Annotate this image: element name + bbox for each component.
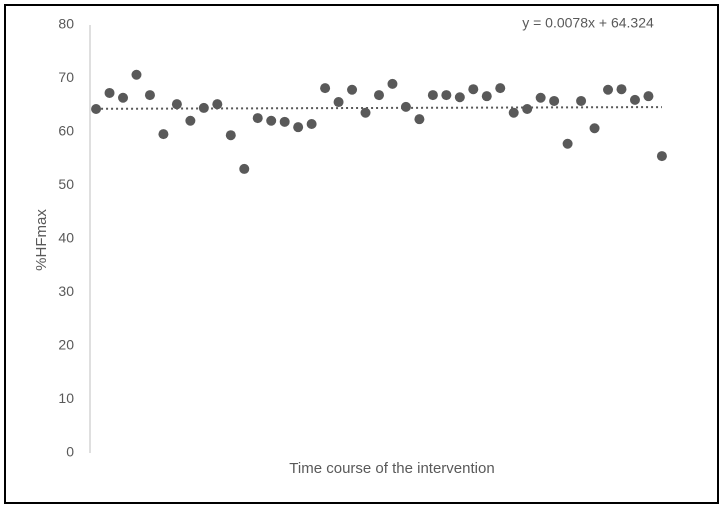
data-point <box>427 90 438 101</box>
x-axis-label: Time course of the intervention <box>289 460 494 477</box>
data-point <box>252 113 263 124</box>
data-point <box>91 103 102 114</box>
data-point <box>306 118 317 129</box>
data-point <box>266 115 277 126</box>
trendline <box>96 106 662 110</box>
data-point <box>212 99 223 110</box>
data-point <box>414 114 425 125</box>
data-point <box>495 83 506 94</box>
data-point <box>656 151 667 162</box>
data-point <box>441 90 452 101</box>
data-point <box>279 116 290 127</box>
y-tick-label: 20 <box>58 337 74 353</box>
data-point <box>454 92 465 103</box>
data-point <box>198 102 209 113</box>
data-point <box>562 138 573 149</box>
data-point <box>508 107 519 118</box>
data-point <box>400 101 411 112</box>
data-point <box>373 90 384 101</box>
trendline-equation: y = 0.0078x + 64.324 <box>522 15 654 31</box>
chart-frame <box>4 4 719 504</box>
data-point <box>131 69 142 80</box>
data-point <box>239 163 250 174</box>
y-tick-label: 40 <box>58 230 74 246</box>
y-tick-label: 30 <box>58 283 74 299</box>
data-point <box>185 115 196 126</box>
data-point <box>144 90 155 101</box>
data-point <box>629 94 640 105</box>
data-point <box>320 83 331 94</box>
y-tick-label: 50 <box>58 176 74 192</box>
data-point <box>522 103 533 114</box>
data-point <box>589 123 600 134</box>
data-point <box>118 92 129 103</box>
y-tick-label: 80 <box>58 16 74 32</box>
data-point <box>333 97 344 108</box>
data-point <box>643 91 654 102</box>
data-point <box>481 91 492 102</box>
data-point <box>603 84 614 95</box>
y-tick-label: 10 <box>58 390 74 406</box>
data-point <box>468 84 479 95</box>
data-point <box>104 87 115 98</box>
data-point <box>158 129 169 140</box>
data-point <box>616 84 627 95</box>
data-point <box>293 122 304 133</box>
data-point <box>347 84 358 95</box>
data-point <box>576 95 587 106</box>
y-tick-label: 70 <box>58 69 74 85</box>
y-tick-label: 60 <box>58 123 74 139</box>
data-point <box>360 107 371 118</box>
data-point <box>549 95 560 106</box>
y-axis-label: %HFmax <box>33 209 50 271</box>
data-point <box>535 92 546 103</box>
y-tick-label: 0 <box>66 444 74 460</box>
data-point <box>387 78 398 89</box>
data-point <box>171 99 182 110</box>
data-point <box>225 130 236 141</box>
